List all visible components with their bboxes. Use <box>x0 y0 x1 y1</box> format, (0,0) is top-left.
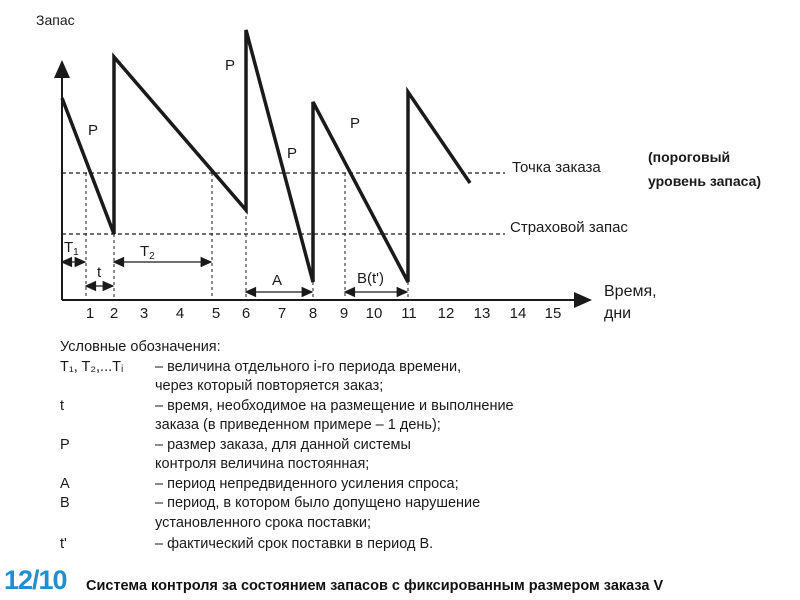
slide-number: 12/10 <box>4 565 68 595</box>
legend-symbol: A <box>60 475 70 492</box>
safety-stock-label: Страховой запас <box>510 219 628 236</box>
x-tick-label: 11 <box>401 305 417 322</box>
t1-label-main: T <box>64 239 73 256</box>
t-interval-label: t <box>97 264 102 281</box>
legend-item-cont: контроля величина постоянная; <box>60 455 680 475</box>
legend-item-cont: заказа (в приведенном примере – 1 день); <box>60 416 680 436</box>
legend-text: заказа (в приведенном примере – 1 день); <box>155 417 441 433</box>
inventory-diagram: Запас Время, дни 1 2 3 4 5 6 7 8 9 10 11… <box>36 12 761 322</box>
legend-symbol: B <box>60 495 70 511</box>
legend-symbol: P <box>60 436 70 453</box>
slide-caption: Система контроля за состоянием запасов с… <box>86 578 664 594</box>
legend-text: – период, в котором было допущено наруше… <box>155 495 481 511</box>
reorder-note-line1: (пороговый <box>648 149 730 165</box>
reorder-point-label: Точка заказа <box>512 159 601 176</box>
x-tick-label: 9 <box>340 305 348 322</box>
x-tick-label: 10 <box>366 305 383 322</box>
x-tick-label: 13 <box>474 305 491 322</box>
order-size-label: P <box>350 115 360 132</box>
legend-text: контроля величина постоянная; <box>155 456 370 472</box>
legend-text: установленного срока поставки; <box>155 514 372 531</box>
x-tick-label: 8 <box>309 305 317 322</box>
order-size-label: P <box>88 122 98 139</box>
legend-item-cont: установленного срока поставки; <box>60 514 680 534</box>
t1-interval-label: T1 <box>64 239 79 258</box>
legend-item: t – время, необходимое на размещение и в… <box>60 397 680 417</box>
x-tick-label: 5 <box>212 305 220 322</box>
legend-text: – размер заказа, для данной системы <box>155 436 411 453</box>
reorder-note-line2: уровень запаса) <box>648 173 761 189</box>
x-tick-label: 15 <box>545 305 562 322</box>
legend-item-cont: через который повторяется заказ; <box>60 377 680 397</box>
legend-symbol: t' <box>60 536 67 552</box>
x-tick-labels: 1 2 3 4 5 6 7 8 9 10 11 12 13 14 15 <box>86 305 562 322</box>
legend-text: – период непредвиденного усиления спроса… <box>155 475 459 492</box>
order-size-label: P <box>287 145 297 162</box>
x-axis-label-line1: Время, <box>604 283 657 300</box>
legend-item: P – размер заказа, для данной системы <box>60 436 680 456</box>
x-tick-label: 6 <box>242 305 250 322</box>
legend-symbol: T₁, T₂,...Tᵢ <box>60 358 124 375</box>
b-interval-label: B(t') <box>357 270 384 287</box>
t2-label-sub: 2 <box>149 251 155 262</box>
x-tick-label: 14 <box>510 305 527 322</box>
legend-item: A – период непредвиденного усиления спро… <box>60 475 680 495</box>
legend-text: через который повторяется заказ; <box>155 378 384 394</box>
x-tick-label: 7 <box>278 305 286 322</box>
legend-item: t' – фактический срок поставки в период … <box>60 535 680 555</box>
x-tick-label: 2 <box>110 305 118 322</box>
stock-level-line <box>60 29 472 283</box>
legend-item: B – период, в котором было допущено нару… <box>60 494 680 514</box>
legend-text: – величина отдельного i-го периода време… <box>155 358 462 375</box>
x-tick-label: 12 <box>438 305 455 322</box>
legend-text: – время, необходимое на размещение и вып… <box>155 397 514 414</box>
t1-label-sub: 1 <box>73 247 79 258</box>
order-size-label: P <box>225 57 235 74</box>
x-tick-label: 4 <box>176 305 184 322</box>
a-interval-label: A <box>272 272 282 289</box>
t2-interval-label: T2 <box>140 243 155 262</box>
x-axis-label-line2: дни <box>604 305 631 322</box>
legend: Условные обозначения: T₁, T₂,...Tᵢ – вел… <box>60 338 680 555</box>
legend-text: – фактический срок поставки в период В. <box>155 536 434 552</box>
y-axis-label: Запас <box>36 12 75 28</box>
t2-label-main: T <box>140 243 149 260</box>
x-tick-label: 3 <box>140 305 148 322</box>
x-tick-label: 1 <box>86 305 94 322</box>
legend-heading: Условные обозначения: <box>60 339 221 355</box>
legend-symbol: t <box>60 397 65 414</box>
legend-item: T₁, T₂,...Tᵢ – величина отдельного i-го … <box>60 358 680 378</box>
